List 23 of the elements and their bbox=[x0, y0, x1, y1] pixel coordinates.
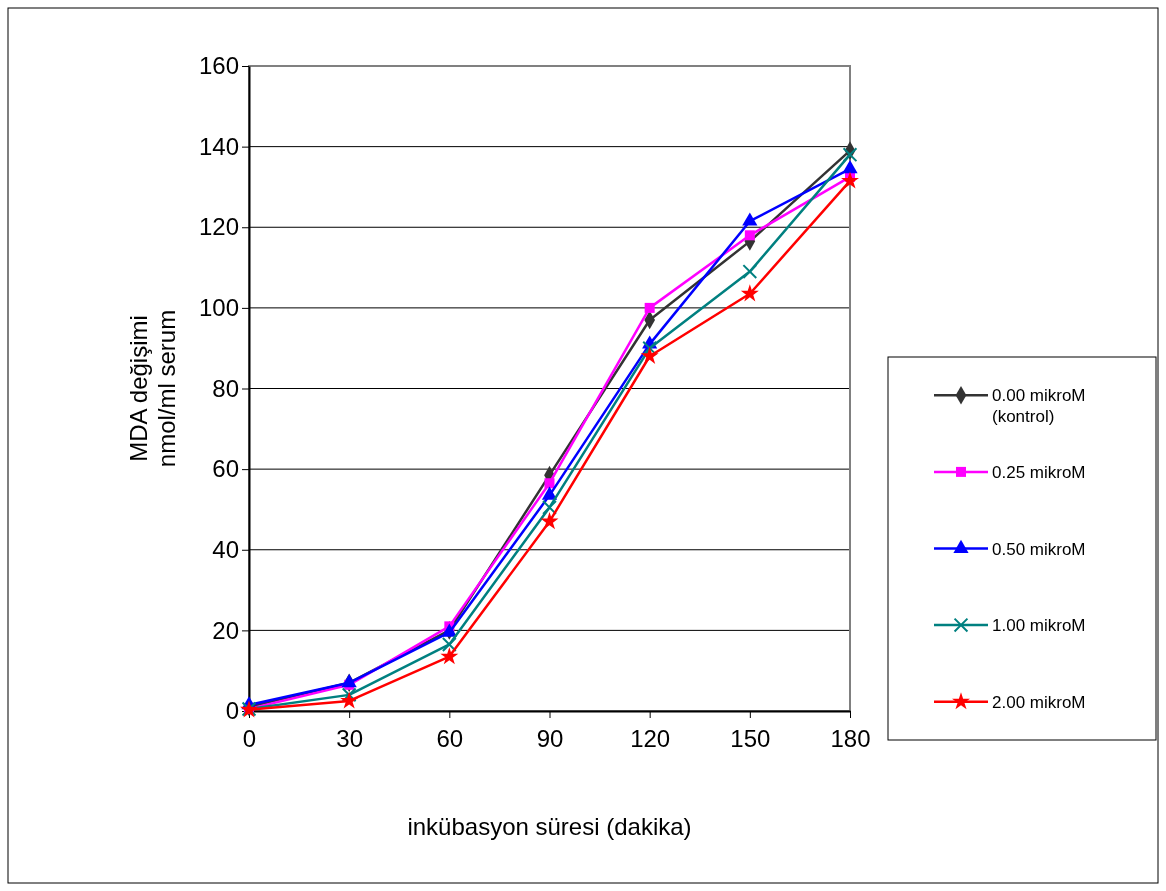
legend-label: 0.00 mikroM (kontrol) bbox=[992, 386, 1086, 426]
y-tick-label: 0 bbox=[225, 697, 239, 725]
y-tick-label: 40 bbox=[212, 535, 239, 563]
x-axis-title: inkübasyon süresi (dakika) bbox=[407, 813, 692, 840]
legend-label: 0.50 mikroM bbox=[992, 539, 1086, 559]
y-tick-label: 60 bbox=[212, 455, 239, 483]
x-tick-label: 180 bbox=[830, 725, 871, 753]
x-tick-label: 60 bbox=[436, 725, 464, 753]
x-tick-label: 30 bbox=[336, 725, 364, 753]
y-tick-label: 100 bbox=[198, 294, 239, 322]
y-tick-label: 120 bbox=[198, 213, 239, 241]
x-tick-label: 90 bbox=[536, 725, 564, 753]
legend-label: 0.25 mikroM bbox=[992, 462, 1086, 482]
y-axis-title: MDA değişimi nmol/ml serum bbox=[125, 309, 180, 468]
x-tick-label: 150 bbox=[730, 725, 771, 753]
y-tick-label: 20 bbox=[212, 616, 239, 644]
y-tick-label: 160 bbox=[198, 52, 239, 80]
y-tick-label: 140 bbox=[198, 132, 239, 160]
legend-label: 2.00 mikroM bbox=[992, 692, 1086, 712]
legend-label: 1.00 mikroM bbox=[992, 616, 1086, 636]
x-tick-label: 120 bbox=[630, 725, 671, 753]
y-tick-label: 80 bbox=[212, 374, 239, 402]
x-tick-label: 0 bbox=[242, 725, 257, 753]
